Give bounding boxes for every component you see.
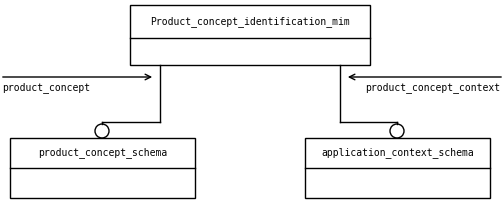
Text: Product_concept_identification_mim: Product_concept_identification_mim [150, 16, 350, 27]
Text: product_concept_schema: product_concept_schema [38, 148, 167, 159]
Text: product_concept_context: product_concept_context [365, 82, 500, 93]
Text: product_concept: product_concept [2, 82, 90, 93]
Bar [130, 5, 370, 65]
Bar [305, 138, 490, 198]
Bar [10, 138, 195, 198]
Text: application_context_schema: application_context_schema [321, 148, 474, 159]
